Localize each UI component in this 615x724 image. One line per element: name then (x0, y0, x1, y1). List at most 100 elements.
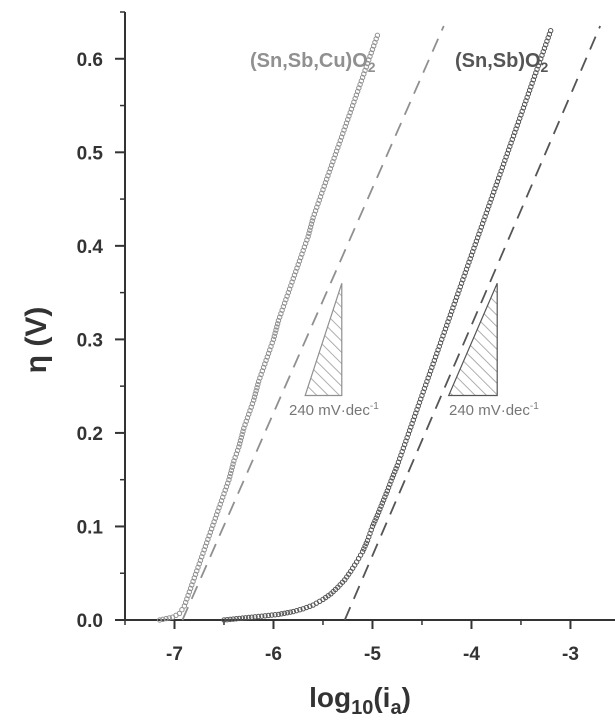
data-point-1 (453, 294, 460, 300)
data-point-1 (445, 319, 451, 325)
data-point-0 (274, 324, 280, 330)
data-point-0 (230, 461, 236, 467)
data-point-1 (484, 206, 491, 213)
data-point-0 (259, 368, 266, 374)
data-point-0 (236, 444, 242, 450)
data-point-0 (199, 554, 205, 560)
data-point-1 (507, 143, 513, 150)
data-point-1 (389, 475, 395, 481)
data-point-0 (332, 151, 339, 158)
data-point-0 (238, 434, 245, 441)
data-point-1 (239, 615, 246, 621)
data-point-0 (319, 190, 325, 196)
data-point-0 (345, 116, 351, 123)
data-point-1 (545, 35, 551, 41)
data-point-0 (294, 265, 300, 271)
data-point-0 (285, 289, 292, 296)
data-point-0 (321, 183, 327, 189)
data-point-1 (405, 431, 412, 437)
data-point-0 (241, 425, 247, 431)
data-point-0 (252, 391, 259, 397)
data-point-0 (341, 127, 347, 133)
data-point-1 (265, 612, 272, 619)
data-point-0 (208, 526, 215, 532)
data-point-1 (536, 59, 543, 65)
data-point-0 (361, 71, 367, 77)
data-point-0 (201, 547, 207, 553)
data-point-1 (398, 452, 404, 458)
data-point-1 (396, 455, 403, 462)
data-point-0 (371, 43, 377, 49)
slope-triangle-0 (304, 283, 343, 397)
data-point-0 (226, 476, 232, 483)
data-point-1 (390, 472, 397, 478)
data-point-1 (461, 273, 467, 279)
data-point-0 (243, 418, 249, 424)
data-point-0 (255, 378, 262, 385)
slope-label-sn-sb: 240 mV·dec-1 (449, 401, 539, 419)
data-point-0 (366, 57, 372, 63)
data-point-0 (320, 187, 326, 193)
data-point-1 (224, 616, 230, 623)
data-point-0 (240, 428, 246, 435)
data-point-1 (489, 192, 496, 199)
data-point-1 (520, 105, 527, 111)
data-point-1 (504, 150, 511, 157)
data-point-1 (523, 98, 529, 104)
data-point-1 (456, 287, 462, 293)
data-point-0 (160, 616, 166, 622)
data-point-1 (493, 182, 499, 188)
data-point-1 (486, 203, 492, 209)
x-tick-label: -3 (562, 644, 579, 665)
data-point-1 (245, 614, 252, 621)
x-axis-title-sub2: a (390, 697, 402, 719)
data-point-0 (346, 113, 352, 119)
data-point-0 (373, 36, 379, 42)
data-point-1 (422, 382, 429, 388)
data-point-1 (404, 434, 410, 441)
data-point-1 (526, 87, 533, 94)
data-point-0 (296, 258, 303, 264)
data-point-0 (374, 32, 381, 39)
y-tick-label: 0.6 (77, 50, 103, 71)
data-point-0 (237, 438, 244, 444)
data-point-1 (418, 396, 424, 402)
data-point-1 (452, 298, 459, 304)
data-point-0 (166, 615, 172, 621)
data-point-1 (361, 546, 367, 552)
data-point-0 (250, 397, 257, 403)
data-point-0 (325, 172, 331, 179)
data-point-1 (242, 615, 249, 621)
data-point-0 (322, 180, 329, 186)
data-point-1 (388, 478, 394, 484)
data-point-1 (233, 616, 240, 622)
data-point-0 (211, 519, 217, 525)
data-point-0 (181, 603, 188, 609)
data-point-0 (227, 470, 234, 477)
slope-label-cu: 240 mV·dec-1 (289, 401, 379, 419)
data-point-0 (357, 81, 363, 88)
data-point-0 (348, 106, 355, 112)
data-point-0 (202, 543, 209, 550)
data-point-0 (210, 522, 216, 528)
data-point-1 (460, 277, 466, 283)
data-point-0 (347, 109, 353, 116)
series-label-sn-sb-cu: (Sn,Sb,Cu)O2 (250, 50, 376, 75)
data-point-0 (229, 464, 235, 470)
data-point-1 (451, 301, 457, 308)
data-point-1 (482, 213, 488, 220)
data-point-1 (440, 333, 446, 339)
data-point-0 (333, 148, 340, 154)
data-point-1 (369, 523, 376, 530)
data-point-0 (190, 578, 196, 585)
data-point-1 (373, 515, 379, 521)
data-point-1 (408, 424, 414, 430)
data-point-1 (512, 129, 518, 136)
x-tick-label: -5 (364, 644, 381, 665)
data-point-0 (264, 354, 270, 360)
data-point-1 (515, 119, 522, 125)
data-point-1 (382, 494, 388, 500)
data-point-1 (416, 399, 423, 406)
data-point-1 (399, 448, 405, 455)
